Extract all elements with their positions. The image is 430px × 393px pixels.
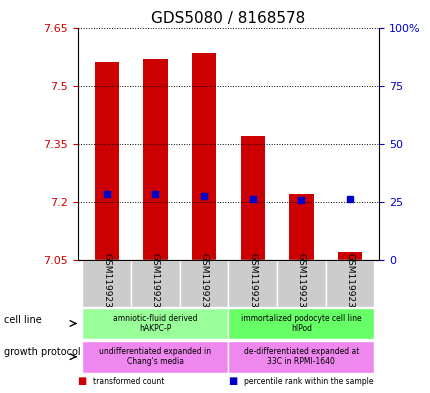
Text: immortalized podocyte cell line
hIPod: immortalized podocyte cell line hIPod — [240, 314, 361, 333]
Text: GSM1199232: GSM1199232 — [150, 253, 160, 314]
FancyBboxPatch shape — [228, 260, 276, 307]
Title: GDS5080 / 8168578: GDS5080 / 8168578 — [151, 11, 305, 26]
Text: de-differentiated expanded at
33C in RPMI-1640: de-differentiated expanded at 33C in RPM… — [243, 347, 358, 366]
Bar — [240, 136, 264, 260]
Text: transformed count: transformed count — [92, 377, 164, 386]
FancyBboxPatch shape — [131, 260, 179, 307]
FancyBboxPatch shape — [228, 307, 374, 340]
Text: cell line: cell line — [4, 315, 42, 325]
Bar — [143, 59, 167, 260]
FancyBboxPatch shape — [82, 260, 131, 307]
FancyBboxPatch shape — [82, 341, 228, 373]
Text: GSM1199233: GSM1199233 — [199, 253, 208, 314]
Text: amniotic-fluid derived
hAKPC-P: amniotic-fluid derived hAKPC-P — [113, 314, 197, 333]
Text: ■: ■ — [77, 376, 86, 386]
Text: GSM1199239: GSM1199239 — [345, 253, 354, 314]
FancyBboxPatch shape — [276, 260, 325, 307]
Bar — [337, 252, 361, 260]
Text: growth protocol: growth protocol — [4, 347, 81, 357]
Bar — [95, 62, 119, 260]
Bar — [289, 194, 313, 260]
Bar — [191, 53, 216, 260]
Text: GSM1199237: GSM1199237 — [248, 253, 257, 314]
FancyBboxPatch shape — [228, 341, 374, 373]
Text: undifferentiated expanded in
Chang's media: undifferentiated expanded in Chang's med… — [99, 347, 211, 366]
FancyBboxPatch shape — [82, 307, 228, 340]
Text: percentile rank within the sample: percentile rank within the sample — [243, 377, 372, 386]
FancyBboxPatch shape — [179, 260, 228, 307]
FancyBboxPatch shape — [325, 260, 374, 307]
Text: GSM1199238: GSM1199238 — [296, 253, 305, 314]
Text: GSM1199231: GSM1199231 — [102, 253, 111, 314]
Text: ■: ■ — [228, 376, 237, 386]
